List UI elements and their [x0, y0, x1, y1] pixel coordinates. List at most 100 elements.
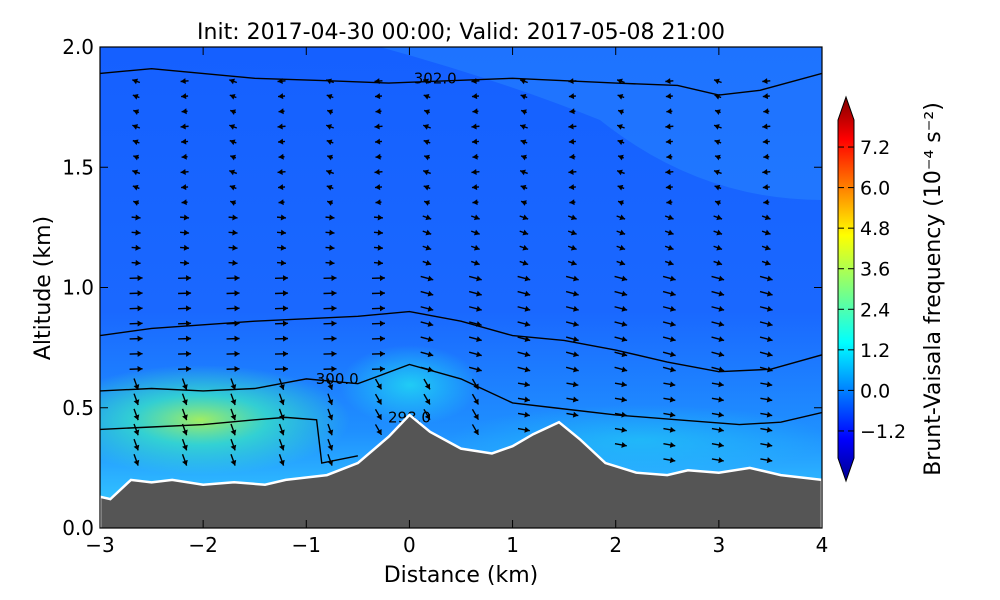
wind-arrow: [711, 321, 725, 327]
wind-arrow: [133, 109, 140, 115]
wind-arrow: [566, 396, 579, 403]
wind-arrow: [614, 366, 628, 373]
wind-arrow: [568, 138, 576, 145]
wind-arrow: [374, 184, 383, 191]
colorbar-tick-label: 7.2: [860, 137, 890, 159]
wind-arrow: [520, 93, 528, 100]
wind-arrow: [132, 124, 141, 130]
wind-arrow: [181, 393, 188, 406]
wind-arrow: [713, 229, 723, 236]
wind-arrow: [420, 321, 434, 327]
x-tick-label: 3: [712, 533, 725, 557]
contour-label: 300.0: [316, 370, 359, 388]
wind-arrow: [230, 454, 237, 466]
wind-arrow: [278, 423, 285, 436]
wind-arrow: [325, 214, 335, 221]
wind-arrow: [327, 438, 334, 451]
wind-arrow: [178, 335, 192, 342]
wind-arrow: [714, 93, 722, 100]
wind-arrow: [129, 350, 143, 357]
wind-arrow: [614, 411, 627, 418]
wind-arrow: [517, 290, 531, 297]
wind-arrow: [662, 275, 676, 282]
wind-arrow: [759, 305, 773, 312]
wind-arrow: [665, 138, 673, 145]
wind-arrow: [129, 365, 143, 372]
wind-arrow: [277, 123, 286, 130]
wind-arrow: [131, 244, 141, 251]
wind-arrow: [471, 393, 480, 405]
wind-arrow: [325, 244, 335, 251]
wind-arrow: [423, 93, 431, 100]
wind-arrow: [371, 365, 386, 372]
wind-arrow: [374, 138, 383, 145]
wind-arrow: [325, 259, 335, 266]
wind-arrow: [229, 109, 237, 115]
wind-arrow: [761, 244, 771, 251]
wind-arrow: [663, 396, 676, 403]
wind-arrow: [180, 259, 190, 266]
wind-arrow: [711, 290, 725, 297]
wind-arrow: [133, 423, 140, 436]
wind-arrow: [180, 168, 189, 175]
wind-arrow: [617, 139, 625, 146]
wind-vectors: [129, 78, 773, 466]
wind-arrow: [519, 259, 529, 266]
wind-arrow: [181, 423, 188, 436]
wind-arrow: [423, 408, 431, 421]
wind-arrow: [664, 214, 674, 221]
wind-arrow: [663, 442, 676, 448]
wind-arrow: [422, 169, 431, 176]
wind-arrow: [517, 275, 531, 282]
wind-arrow: [468, 321, 482, 327]
wind-arrow: [181, 93, 189, 100]
wind-arrow: [326, 169, 335, 176]
wind-arrow: [229, 124, 238, 130]
x-tick-label: −1: [292, 533, 321, 557]
wind-arrow: [323, 335, 337, 342]
wind-arrow: [616, 169, 625, 176]
wind-arrow: [420, 275, 434, 282]
wind-arrow: [614, 275, 628, 282]
wind-arrow: [129, 305, 143, 312]
wind-arrow: [711, 275, 725, 282]
high-stability-zone-ridge: [340, 345, 480, 425]
wind-arrow: [663, 411, 676, 418]
wind-arrow: [228, 259, 238, 266]
wind-arrow: [517, 336, 531, 343]
wind-arrow: [614, 336, 628, 343]
wind-arrow: [229, 200, 237, 206]
wind-arrow: [422, 244, 432, 251]
wind-arrow: [326, 78, 335, 85]
wind-arrow: [714, 109, 721, 115]
wind-arrow: [471, 424, 480, 436]
wind-arrow: [614, 321, 628, 327]
wind-arrow: [711, 305, 725, 312]
wind-arrow: [278, 378, 285, 391]
wind-arrow: [180, 78, 189, 85]
wind-arrow: [178, 320, 192, 327]
wind-arrow: [662, 305, 676, 312]
wind-arrow: [616, 229, 626, 236]
wind-arrow: [373, 229, 384, 236]
wind-arrow: [760, 381, 773, 388]
wind-arrow: [663, 457, 676, 464]
wind-arrow: [662, 336, 676, 343]
wind-arrow: [614, 426, 627, 433]
wind-arrow: [226, 350, 240, 357]
wind-arrow: [230, 438, 237, 451]
x-axis-label: Distance (km): [384, 563, 539, 588]
wind-arrow: [569, 199, 576, 206]
wind-arrow: [614, 396, 627, 403]
wind-arrow: [471, 408, 480, 421]
wind-arrow: [468, 366, 482, 373]
y-tick-label: 1.0: [62, 276, 94, 300]
wind-arrow: [471, 78, 480, 85]
wind-arrow: [762, 78, 771, 85]
wind-arrow: [375, 153, 382, 160]
wind-arrow: [763, 153, 770, 160]
wind-arrow: [472, 199, 479, 206]
wind-arrow: [323, 320, 337, 327]
wind-arrow: [181, 108, 188, 115]
chart-title: Init: 2017-04-30 00:00; Valid: 2017-05-0…: [197, 20, 725, 45]
